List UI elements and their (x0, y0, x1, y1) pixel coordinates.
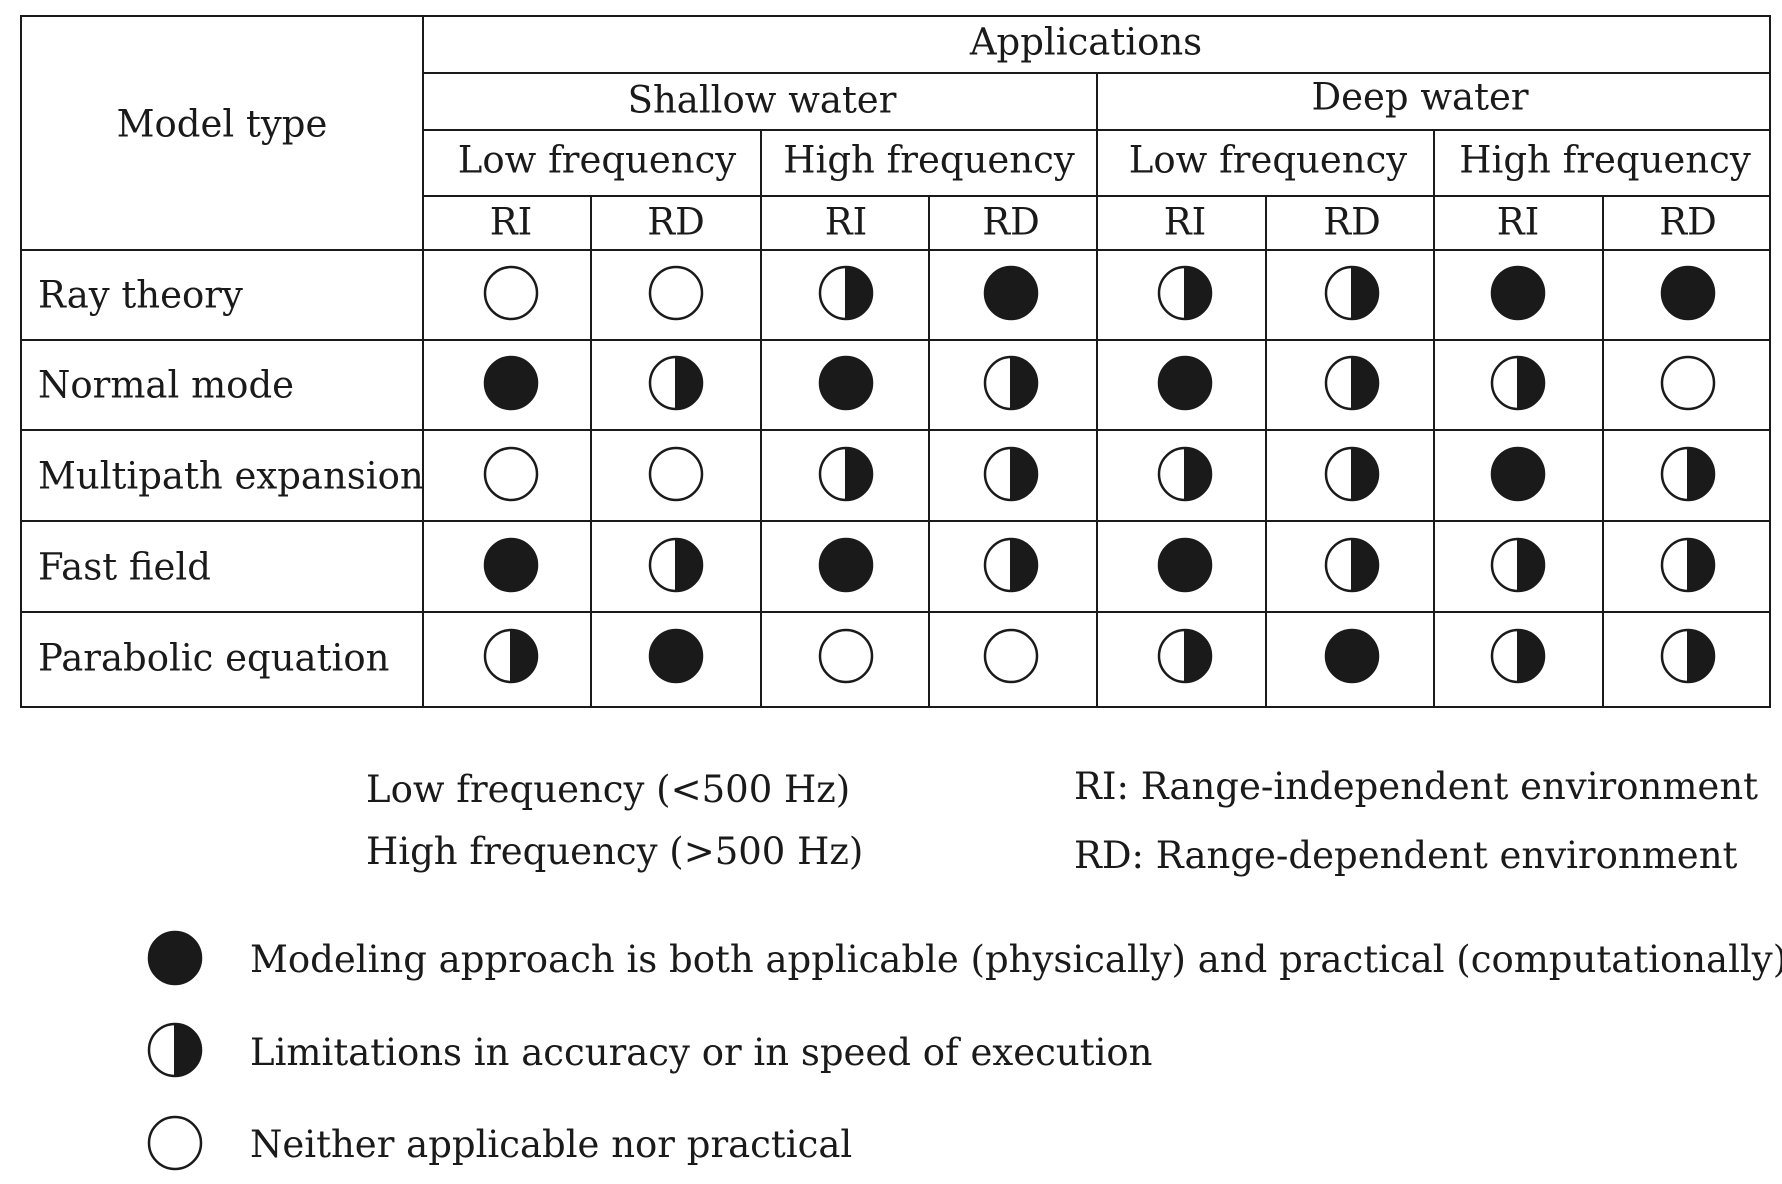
env-header: RD (647, 200, 705, 244)
deep-low-frequency-header: Low frequency (1128, 138, 1408, 182)
empty-circle-icon (818, 628, 874, 688)
env-header: RI (824, 200, 868, 244)
grid-line-vertical (928, 196, 930, 708)
note-high-frequency: High frequency (>500 Hz) (366, 830, 864, 873)
shallow-high-frequency-header: High frequency (783, 138, 1075, 182)
half-circle-icon (983, 446, 1039, 506)
empty-circle-icon (1660, 355, 1716, 415)
grid-line-vertical (1265, 196, 1267, 708)
model-type-header: Model type (116, 102, 328, 146)
grid-line-vertical (1602, 196, 1604, 708)
half-circle-icon (1157, 446, 1213, 506)
row-label-fast-field: Fast field (38, 545, 211, 589)
shallow-low-frequency-header: Low frequency (457, 138, 737, 182)
half-circle-icon (648, 355, 704, 415)
empty-circle-icon (983, 628, 1039, 688)
legend-full-text: Modeling approach is both applicable (ph… (250, 938, 1782, 981)
half-circle-icon (483, 628, 539, 688)
grid-line-horizontal (20, 429, 1771, 431)
legend-half-text: Limitations in accuracy or in speed of e… (250, 1031, 1153, 1074)
half-circle-icon (983, 355, 1039, 415)
env-header: RI (489, 200, 533, 244)
row-label-ray-theory: Ray theory (38, 273, 243, 317)
full-circle-icon (1490, 446, 1546, 506)
full-circle-icon (1324, 628, 1380, 688)
grid-line-vertical (1433, 130, 1435, 708)
grid-line-horizontal (20, 249, 1771, 251)
full-circle-icon (648, 628, 704, 688)
grid-line-horizontal (20, 611, 1771, 613)
shallow-water-header: Shallow water (627, 78, 897, 122)
half-circle-icon (818, 446, 874, 506)
grid-line-horizontal (20, 520, 1771, 522)
half-circle-icon (1324, 446, 1380, 506)
grid-line-vertical (760, 130, 762, 708)
grid-line-vertical (1096, 73, 1098, 708)
applications-header: Applications (969, 20, 1203, 64)
full-circle-icon (983, 265, 1039, 325)
full-circle-icon (1157, 355, 1213, 415)
env-header: RD (982, 200, 1040, 244)
empty-circle-icon (483, 446, 539, 506)
note-range-dependent: RD: Range-dependent environment (1074, 834, 1738, 877)
deep-water-header: Deep water (1311, 75, 1529, 119)
half-circle-icon (1324, 355, 1380, 415)
legend-empty-text: Neither applicable nor practical (250, 1123, 853, 1166)
grid-line-vertical (422, 15, 424, 708)
empty-circle-icon (648, 265, 704, 325)
half-circle-icon (1490, 628, 1546, 688)
model-applicability-table (20, 15, 1771, 708)
empty-circle-icon (483, 265, 539, 325)
env-header: RI (1163, 200, 1207, 244)
env-header: RD (1659, 200, 1717, 244)
half-circle-icon (1157, 628, 1213, 688)
half-circle-icon (983, 537, 1039, 597)
legend-empty-circle-icon (147, 1115, 203, 1175)
full-circle-icon (818, 355, 874, 415)
deep-high-frequency-header: High frequency (1459, 138, 1751, 182)
half-circle-icon (1490, 355, 1546, 415)
half-circle-icon (1660, 537, 1716, 597)
half-circle-icon (1660, 628, 1716, 688)
env-header: RI (1496, 200, 1540, 244)
half-circle-icon (1324, 265, 1380, 325)
row-label-parabolic-equation: Parabolic equation (38, 636, 390, 680)
row-label-multipath-expansion: Multipath expansion (38, 454, 424, 498)
half-circle-icon (1490, 537, 1546, 597)
half-circle-icon (1157, 265, 1213, 325)
env-header: RD (1323, 200, 1381, 244)
legend-full-circle-icon (147, 930, 203, 990)
grid-line-vertical (590, 196, 592, 708)
empty-circle-icon (648, 446, 704, 506)
full-circle-icon (483, 355, 539, 415)
full-circle-icon (1660, 265, 1716, 325)
legend-half-circle-icon (147, 1022, 203, 1082)
note-range-independent: RI: Range-independent environment (1074, 765, 1759, 808)
full-circle-icon (483, 537, 539, 597)
half-circle-icon (1660, 446, 1716, 506)
note-low-frequency: Low frequency (<500 Hz) (366, 768, 851, 811)
half-circle-icon (1324, 537, 1380, 597)
full-circle-icon (1490, 265, 1546, 325)
full-circle-icon (1157, 537, 1213, 597)
half-circle-icon (818, 265, 874, 325)
half-circle-icon (648, 537, 704, 597)
row-label-normal-mode: Normal mode (38, 363, 295, 407)
full-circle-icon (818, 537, 874, 597)
grid-line-horizontal (20, 339, 1771, 341)
